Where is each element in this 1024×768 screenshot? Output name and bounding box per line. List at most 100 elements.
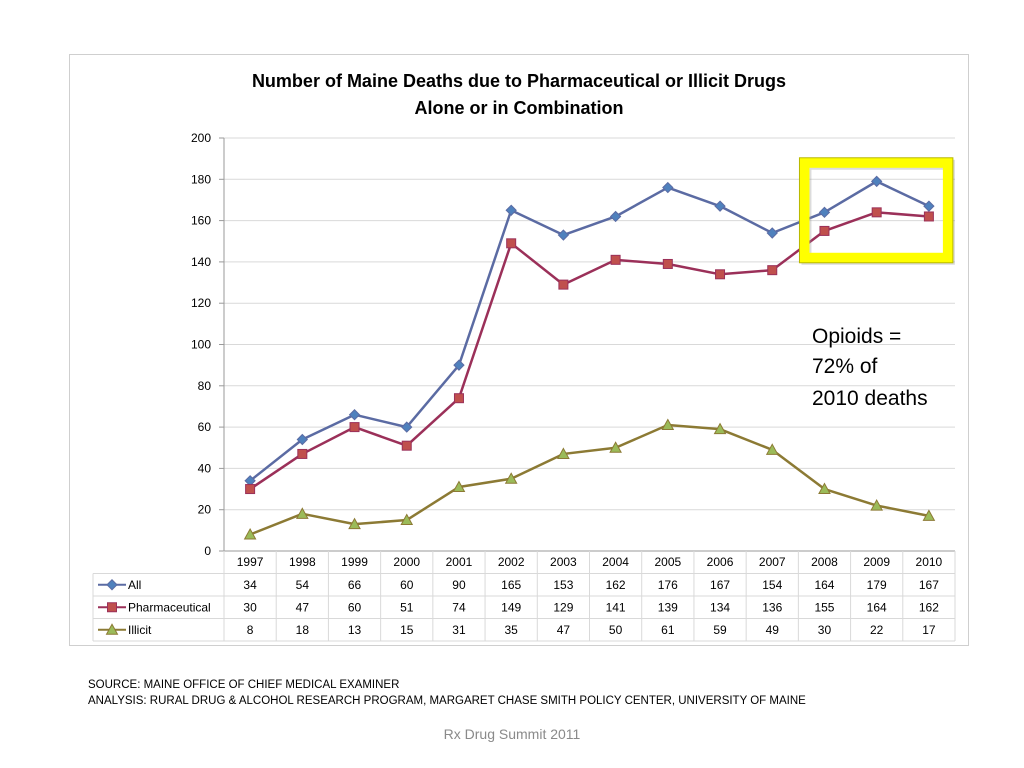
table-value: 179 <box>867 578 887 592</box>
table-value: 8 <box>247 623 254 637</box>
table-value: 167 <box>710 578 730 592</box>
data-point <box>609 441 622 453</box>
table-value: 167 <box>919 578 939 592</box>
table-value: 165 <box>501 578 521 592</box>
data-point <box>767 265 778 276</box>
y-tick-label: 160 <box>191 214 211 228</box>
data-point <box>662 181 674 194</box>
table-value: 47 <box>557 623 571 637</box>
x-tick-label: 2007 <box>759 555 786 569</box>
plot-area <box>243 175 936 540</box>
x-tick-label: 2009 <box>863 555 890 569</box>
highlight-outline <box>798 157 954 264</box>
data-point <box>297 448 308 459</box>
table-value: 35 <box>504 623 518 637</box>
table-value: 139 <box>658 600 678 614</box>
y-tick-label: 80 <box>198 379 212 393</box>
data-point <box>453 359 465 371</box>
table-value: 155 <box>814 600 834 614</box>
y-tick-label: 0 <box>204 544 211 558</box>
source-note: SOURCE: MAINE OFFICE OF CHIEF MEDICAL EX… <box>88 677 806 709</box>
data-point <box>505 204 517 216</box>
footer: Rx Drug Summit 2011 <box>443 726 581 742</box>
table-value: 60 <box>348 600 362 614</box>
table-value: 15 <box>400 623 414 637</box>
data-point <box>243 527 257 540</box>
source-line: SOURCE: MAINE OFFICE OF CHIEF MEDICAL EX… <box>88 679 400 691</box>
table-value: 18 <box>296 623 310 637</box>
legend-key-marker <box>106 579 118 591</box>
legend-label: Pharmaceutical <box>128 600 211 614</box>
legend-label: All <box>128 578 141 592</box>
table-value: 13 <box>348 623 362 637</box>
data-point <box>295 507 309 519</box>
table-value: 134 <box>710 600 730 614</box>
data-point <box>400 513 414 526</box>
table-value: 74 <box>452 600 466 614</box>
data-point <box>818 482 831 495</box>
data-point <box>765 443 779 455</box>
table-value: 90 <box>452 578 466 592</box>
table-value: 30 <box>818 623 832 637</box>
data-point <box>557 447 570 459</box>
x-tick-label: 2001 <box>446 555 473 569</box>
data-point <box>819 225 830 236</box>
data-point <box>923 200 935 212</box>
data-point <box>506 238 517 249</box>
data-point <box>452 480 466 492</box>
y-tick-label: 60 <box>198 420 212 434</box>
x-tick-label: 1998 <box>289 555 316 569</box>
annotation-line-2: 72% of <box>812 355 878 378</box>
data-point <box>715 269 726 280</box>
table-value: 129 <box>553 600 573 614</box>
x-tick-label: 2010 <box>916 555 943 569</box>
data-point <box>922 509 936 521</box>
data-point <box>245 484 256 495</box>
table-value: 154 <box>762 578 782 592</box>
data-point <box>453 393 464 404</box>
annotation-line-3: 2010 deaths <box>812 387 928 410</box>
chart-title-line-2: Alone or in Combination <box>415 98 624 118</box>
y-tick-label: 100 <box>191 338 211 352</box>
chart-frame <box>69 54 969 646</box>
data-point <box>558 279 569 290</box>
data-point <box>661 418 675 431</box>
data-point <box>923 211 934 222</box>
x-tick-label: 2002 <box>498 555 525 569</box>
x-tick-label: 2000 <box>393 555 420 569</box>
data-point <box>870 175 883 188</box>
data-point <box>870 499 884 511</box>
data-point <box>714 200 726 212</box>
table-value: 162 <box>606 578 626 592</box>
series-line <box>249 423 930 536</box>
x-tick-label: 2004 <box>602 555 629 569</box>
table-value: 59 <box>713 623 727 637</box>
x-tick-label: 2005 <box>654 555 681 569</box>
data-point <box>296 433 309 446</box>
data-point <box>348 517 361 530</box>
table-value: 66 <box>348 578 362 592</box>
chart-title: Number of Maine Deaths due to Pharmaceut… <box>252 71 786 118</box>
data-table: 1997 1998 1999 2000 2001 2002 2003 2004 2005 2006… <box>92 551 956 642</box>
legend-key-marker <box>107 602 117 613</box>
chart-title-line-1: Number of Maine Deaths due to Pharmaceut… <box>252 71 786 91</box>
y-axis: 0 20 40 60 80 100 120 140 160 180 200 <box>191 131 225 558</box>
table-value: 34 <box>243 578 257 592</box>
table-value: 164 <box>867 600 887 614</box>
table-value: 176 <box>658 578 678 592</box>
table-value: 51 <box>400 600 414 614</box>
data-point <box>662 258 673 269</box>
table-value: 60 <box>400 578 414 592</box>
legend-label: Illicit <box>128 623 152 637</box>
data-point <box>766 227 778 239</box>
table-value: 164 <box>814 578 834 592</box>
table-value: 136 <box>762 600 782 614</box>
x-tick-label: 1997 <box>237 555 264 569</box>
data-point <box>401 440 412 451</box>
y-tick-label: 180 <box>191 172 211 186</box>
legend-key-marker <box>105 623 119 635</box>
x-tick-label: 1999 <box>341 555 368 569</box>
data-point <box>349 422 360 433</box>
table-value: 49 <box>766 623 780 637</box>
